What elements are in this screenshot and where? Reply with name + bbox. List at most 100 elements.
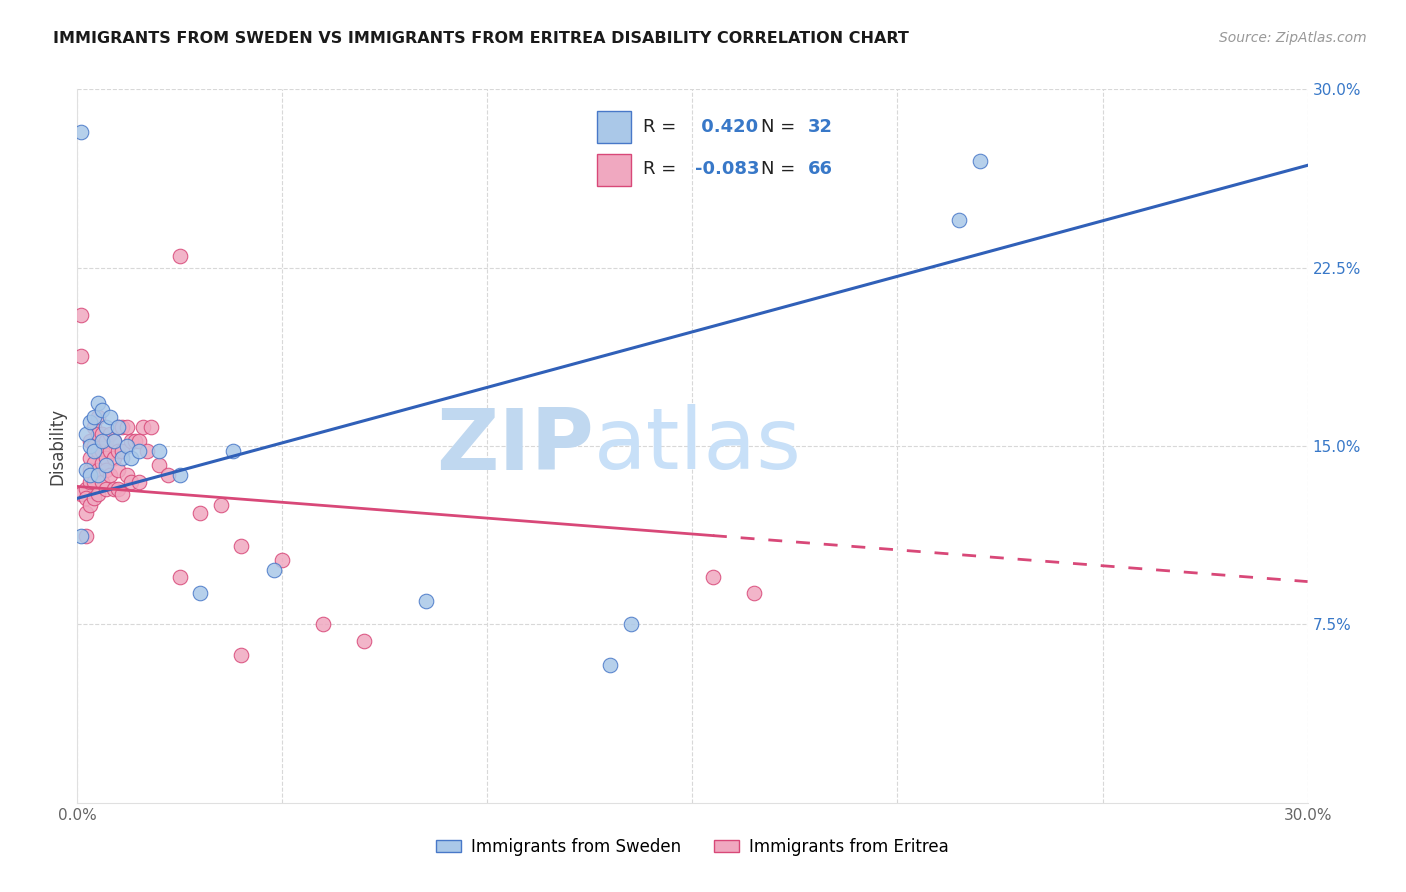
Point [111,443,134,458]
Point [94,482,117,496]
Point [231,539,253,553]
Point [87,443,110,458]
Point [75,463,97,477]
Point [87,410,110,425]
FancyBboxPatch shape [596,112,631,143]
Point [271,553,294,567]
Point [128,475,150,489]
Point [79,463,101,477]
Point [169,467,191,482]
Point [169,570,191,584]
Text: R =: R = [643,118,682,136]
Point [94,450,117,465]
Point [111,450,134,465]
Point [353,634,375,648]
Point [107,463,129,477]
Point [263,563,285,577]
Point [90,443,114,458]
Point [115,467,138,482]
Point [188,586,212,600]
Point [90,434,114,449]
Point [79,415,101,429]
Point [702,570,724,584]
Point [70,529,93,543]
Point [120,434,142,449]
Point [132,420,155,434]
Point [169,249,191,263]
Point [87,486,110,500]
Point [90,427,114,442]
Point [107,420,129,434]
Point [83,475,105,489]
Point [115,420,138,434]
Point [79,467,101,482]
Text: 32: 32 [807,118,832,136]
Point [148,458,170,472]
Point [94,434,117,449]
Point [87,396,110,410]
Point [79,434,101,449]
Point [136,443,159,458]
Point [83,491,105,506]
Point [98,427,121,442]
Point [90,475,114,489]
Text: IMMIGRANTS FROM SWEDEN VS IMMIGRANTS FROM ERITREA DISABILITY CORRELATION CHART: IMMIGRANTS FROM SWEDEN VS IMMIGRANTS FRO… [53,31,910,46]
Point [969,153,991,168]
Text: ZIP: ZIP [436,404,595,488]
Point [599,657,621,672]
Point [94,458,117,472]
Point [107,443,129,458]
Point [79,450,101,465]
Point [948,213,970,227]
Point [87,463,110,477]
Point [128,434,150,449]
Point [83,420,105,434]
Text: 0.420: 0.420 [695,118,758,136]
Point [188,506,212,520]
Point [141,420,163,434]
Text: N =: N = [762,118,801,136]
Point [742,586,765,600]
Point [222,443,245,458]
Point [75,529,97,543]
Point [312,617,335,632]
Text: Source: ZipAtlas.com: Source: ZipAtlas.com [1219,31,1367,45]
Point [79,475,101,489]
Text: R =: R = [643,161,682,178]
Point [111,486,134,500]
Point [94,420,117,434]
Point [70,486,93,500]
Point [103,434,125,449]
Point [94,463,117,477]
Point [103,450,125,465]
Point [83,410,105,425]
Legend: Immigrants from Sweden, Immigrants from Eritrea: Immigrants from Sweden, Immigrants from … [429,831,956,863]
Point [120,450,142,465]
Text: atlas: atlas [595,404,801,488]
Point [107,420,129,434]
Point [231,648,253,663]
Point [620,617,643,632]
Point [128,443,150,458]
Point [90,403,114,417]
Point [79,499,101,513]
Text: N =: N = [762,161,801,178]
Point [75,491,97,506]
Point [148,443,170,458]
Point [98,443,121,458]
FancyBboxPatch shape [596,154,631,186]
Point [70,308,93,322]
Point [98,467,121,482]
Point [103,482,125,496]
Point [120,475,142,489]
Point [87,467,110,482]
Text: 66: 66 [807,161,832,178]
Point [90,456,114,470]
Point [83,439,105,453]
Point [107,482,129,496]
Point [75,506,97,520]
Point [83,456,105,470]
Point [75,427,97,442]
Point [209,499,232,513]
Y-axis label: Disability: Disability [48,408,66,484]
